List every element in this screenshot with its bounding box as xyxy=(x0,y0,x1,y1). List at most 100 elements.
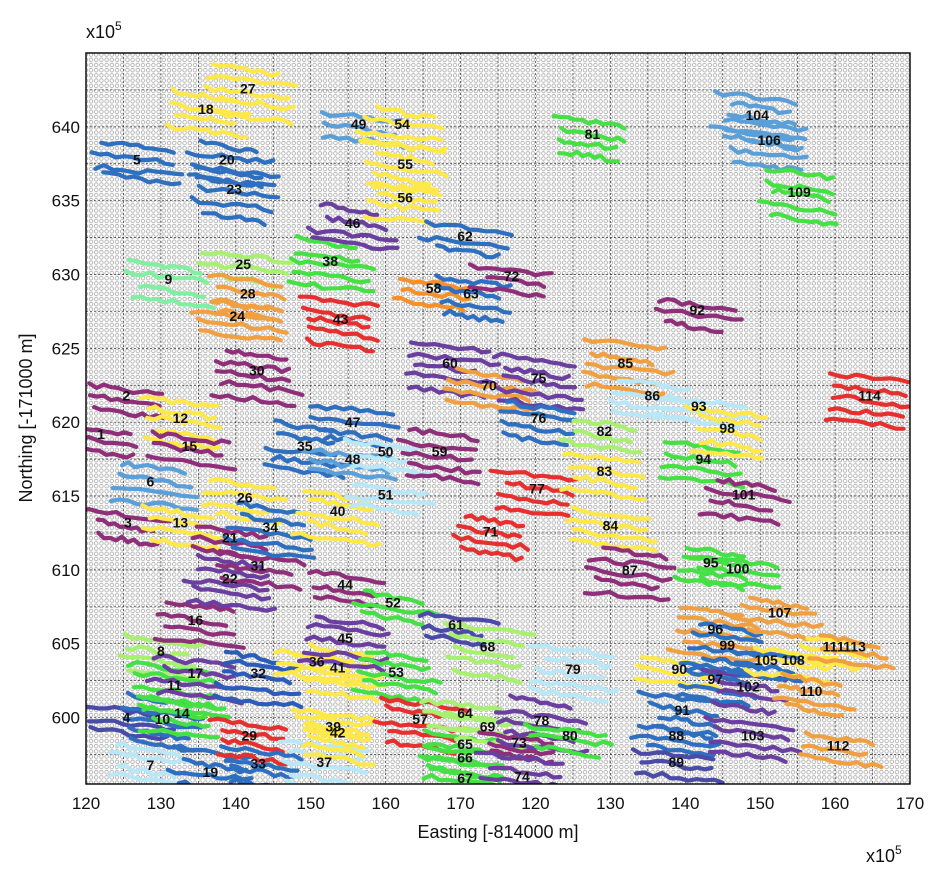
region-label-20: 20 xyxy=(219,151,235,167)
region-label-53: 53 xyxy=(388,664,404,680)
region-label-7: 7 xyxy=(147,757,155,773)
region-stroke xyxy=(807,656,896,671)
region-stroke xyxy=(723,127,808,143)
region-label-36: 36 xyxy=(309,653,325,669)
region-label-99: 99 xyxy=(719,637,735,653)
region-stroke xyxy=(93,163,185,177)
region-stroke xyxy=(366,198,441,213)
region-stroke xyxy=(303,721,363,736)
region-stroke xyxy=(275,431,336,446)
region-stroke xyxy=(495,385,584,402)
region-label-38: 38 xyxy=(322,253,338,269)
region-stroke xyxy=(318,201,380,218)
region-label-8: 8 xyxy=(157,643,165,659)
y-axis-label: Northing [-171000 m] xyxy=(16,333,36,502)
region-label-60: 60 xyxy=(442,355,458,371)
region-stroke xyxy=(130,294,216,311)
region-stroke xyxy=(149,537,221,551)
region-stroke xyxy=(146,404,217,422)
region-stroke xyxy=(294,233,358,251)
region-stroke xyxy=(185,597,277,613)
region-stroke xyxy=(342,436,420,451)
region-stroke xyxy=(359,609,425,628)
region-strokes xyxy=(86,62,910,784)
region-stroke xyxy=(417,753,505,768)
region-33 xyxy=(219,744,304,784)
region-71 xyxy=(451,513,530,563)
region-label-12: 12 xyxy=(173,410,189,426)
region-stroke xyxy=(123,269,210,285)
region-stroke xyxy=(582,337,668,352)
y-tick-label: 640 xyxy=(52,118,80,137)
region-100 xyxy=(688,555,782,590)
y-tick-label: 625 xyxy=(52,339,80,358)
region-stroke xyxy=(498,409,579,423)
region-stroke xyxy=(757,657,834,673)
region-52 xyxy=(351,588,441,628)
region-stroke xyxy=(690,630,764,644)
region-stroke xyxy=(419,697,503,712)
region-stroke xyxy=(87,393,162,409)
region-stroke xyxy=(371,170,432,187)
region-stroke xyxy=(688,448,764,461)
region-label-71: 71 xyxy=(483,523,499,539)
region-label-40: 40 xyxy=(330,503,346,519)
region-stroke xyxy=(306,733,366,751)
region-stroke xyxy=(95,517,156,534)
region-50 xyxy=(342,436,432,477)
region-stroke xyxy=(819,644,889,661)
region-stroke xyxy=(86,446,136,460)
region-label-94: 94 xyxy=(695,451,711,467)
region-stroke xyxy=(216,308,283,324)
region-stroke xyxy=(800,743,869,758)
region-stroke xyxy=(442,621,537,637)
region-label-17: 17 xyxy=(188,665,204,681)
region-stroke xyxy=(451,667,523,685)
y-tick-label: 635 xyxy=(52,192,80,211)
region-stroke xyxy=(307,456,391,475)
region-label-75: 75 xyxy=(531,370,547,386)
region-stroke xyxy=(126,257,203,276)
region-stroke xyxy=(567,464,646,480)
region-stroke xyxy=(86,434,139,449)
region-stroke xyxy=(407,351,502,368)
region-stroke xyxy=(559,125,627,144)
region-stroke xyxy=(473,750,565,766)
region-stroke xyxy=(827,406,905,419)
region-stroke xyxy=(211,62,281,78)
region-113 xyxy=(807,633,896,671)
x-tick-label: 130 xyxy=(147,794,175,813)
region-stroke xyxy=(137,727,220,740)
region-stroke xyxy=(448,632,525,648)
region-43 xyxy=(297,294,380,354)
region-stroke xyxy=(529,679,619,695)
region-stroke xyxy=(310,235,400,252)
region-stroke xyxy=(321,120,398,137)
x-tick-label: 170 xyxy=(896,794,924,813)
region-label-55: 55 xyxy=(397,156,413,172)
region-stroke xyxy=(571,527,658,545)
region-103 xyxy=(703,715,803,764)
region-stroke xyxy=(728,648,812,662)
y-tick-label: 600 xyxy=(52,709,80,728)
region-label-74: 74 xyxy=(514,769,530,785)
region-stroke xyxy=(494,504,571,518)
region-label-64: 64 xyxy=(457,705,473,721)
region-stroke xyxy=(219,575,303,592)
region-label-100: 100 xyxy=(726,560,750,576)
region-stroke xyxy=(218,379,305,397)
region-stroke xyxy=(181,756,249,775)
region-stroke xyxy=(701,656,761,672)
region-label-21: 21 xyxy=(222,529,238,545)
region-stroke xyxy=(543,656,613,670)
region-stroke xyxy=(306,315,371,330)
region-label-45: 45 xyxy=(337,630,353,646)
x-tick-label: 150 xyxy=(297,794,325,813)
region-labels: 1234567891011121314151617181920212223242… xyxy=(97,80,881,786)
region-stroke xyxy=(688,555,780,570)
region-stroke xyxy=(698,621,764,638)
region-stroke xyxy=(818,633,881,650)
region-label-54: 54 xyxy=(394,116,410,132)
region-stroke xyxy=(225,525,313,542)
region-stroke xyxy=(228,777,271,784)
